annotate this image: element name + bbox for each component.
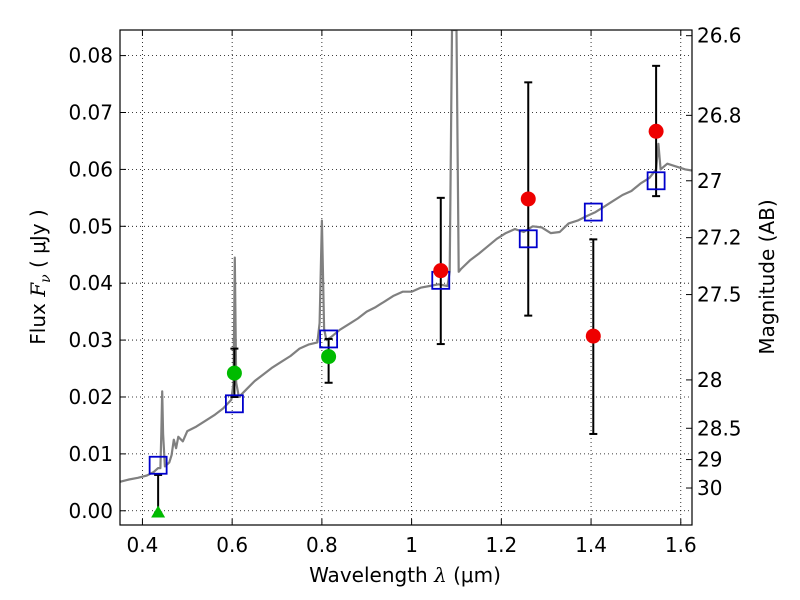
plot-frame xyxy=(119,29,693,526)
y2-tick-label: 28.5 xyxy=(697,416,742,440)
detection-marker xyxy=(648,123,664,139)
y2-tick-label: 30 xyxy=(697,476,722,500)
model-photometry-square xyxy=(646,171,666,191)
model-photometry-square xyxy=(583,202,603,222)
spectrum-line xyxy=(120,30,692,483)
y2-tick-label: 27 xyxy=(697,169,722,193)
model-photometry-square xyxy=(518,229,538,249)
model-photometry-square xyxy=(319,329,339,349)
errorbar-layer xyxy=(154,64,661,514)
y-axis-label: Flux Fν ( μJy ) xyxy=(26,209,54,344)
y-tick-label: 0.04 xyxy=(68,271,113,295)
y2-tick-label: 28 xyxy=(697,368,722,392)
detection-marker xyxy=(433,263,449,279)
y-tick-label: 0.07 xyxy=(68,101,113,125)
tick-marks xyxy=(120,30,692,525)
y-tick-label: 0.02 xyxy=(68,385,113,409)
y2-axis-label: Magnitude (AB) xyxy=(755,199,779,354)
grid-lines xyxy=(120,30,692,525)
y2-tick-label: 27.5 xyxy=(697,283,742,307)
x-tick-label: 0.6 xyxy=(216,533,248,557)
y-tick-label: 0.01 xyxy=(68,442,113,466)
y-tick-label: 0.03 xyxy=(68,328,113,352)
y-tick-label: 0.00 xyxy=(68,499,113,523)
upper-limit-triangle xyxy=(151,505,166,518)
model-photometry-square xyxy=(148,455,168,475)
y2-tick-label: 26.8 xyxy=(697,103,742,127)
x-tick-label: 1 xyxy=(405,533,418,557)
x-tick-label: 0.4 xyxy=(127,533,159,557)
detection-marker xyxy=(520,191,536,207)
hst-point-marker xyxy=(321,349,337,365)
x-axis-label: Wavelength λ (μm) xyxy=(309,563,501,587)
tick-labels: 0.4 0.6 0.8 1 1.2 1.4 1.6 0.00 0.01 0.02 0.03 0.04 0… xyxy=(68,24,741,557)
points-layer xyxy=(148,123,666,518)
x-tick-label: 1.2 xyxy=(485,533,517,557)
x-tick-label: 1.6 xyxy=(665,533,697,557)
y-tick-label: 0.05 xyxy=(68,214,113,238)
detection-marker xyxy=(585,328,601,344)
x-tick-label: 0.8 xyxy=(306,533,338,557)
y2-tick-label: 27.2 xyxy=(697,226,742,250)
y-tick-label: 0.08 xyxy=(68,44,113,68)
y-tick-label: 0.06 xyxy=(68,157,113,181)
y2-tick-label: 29 xyxy=(697,448,722,472)
y2-tick-label: 26.6 xyxy=(697,24,742,48)
hst-point-marker xyxy=(226,365,242,381)
model-photometry-square xyxy=(224,394,244,414)
spectrum-layer xyxy=(120,30,692,483)
x-tick-label: 1.4 xyxy=(575,533,607,557)
